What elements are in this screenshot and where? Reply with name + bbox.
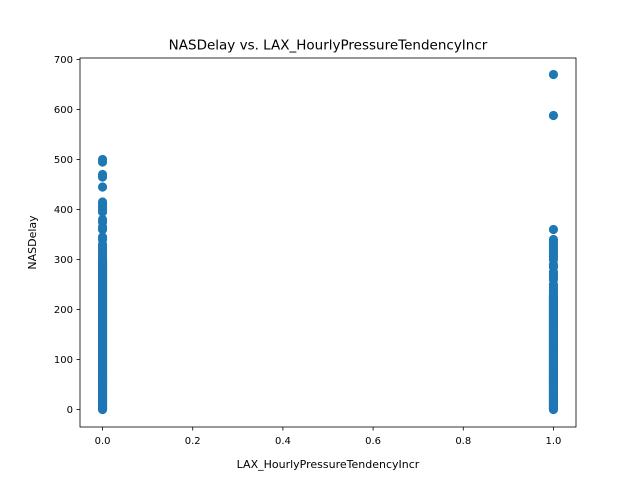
- y-tick-label: 0: [67, 405, 73, 416]
- scatter-point: [97, 154, 108, 165]
- scatter-point: [97, 232, 108, 242]
- x-axis-label: LAX_HourlyPressureTendencyIncr: [237, 458, 420, 471]
- x-tick-label: 0.0: [95, 436, 111, 447]
- x-tick-label: 0.6: [365, 436, 381, 447]
- y-axis: 0 100 200 300 400 500 600 700: [54, 55, 80, 416]
- x-tick-label: 0.2: [185, 436, 201, 447]
- y-axis-label: NASDelay: [26, 215, 39, 270]
- y-tick-label: 700: [54, 55, 73, 66]
- y-tick-label: 200: [54, 305, 73, 316]
- plot-area-frame: [79, 57, 577, 428]
- y-tick-label: 500: [54, 155, 73, 166]
- scatter-point: [97, 214, 108, 225]
- scatter-point: [548, 224, 559, 235]
- scatter-point: [548, 110, 559, 121]
- scatter-point: [548, 234, 559, 245]
- y-tick-label: 600: [54, 105, 73, 116]
- y-tick-label: 400: [54, 205, 73, 216]
- y-tick-label: 100: [54, 355, 73, 366]
- x-tick-label: 0.8: [455, 436, 471, 447]
- scatter-point: [97, 197, 108, 207]
- x-tick-label: 1.0: [546, 436, 562, 447]
- scatter-point: [548, 69, 559, 80]
- scatter-point: [97, 169, 108, 180]
- x-axis: 0.0 0.2 0.4 0.6 0.8 1.0: [95, 427, 562, 447]
- x-tick-label: 0.4: [275, 436, 291, 447]
- scatter-point: [97, 182, 108, 192]
- y-tick-label: 300: [54, 255, 73, 266]
- data-points: [97, 69, 559, 415]
- chart-title: NASDelay vs. LAX_HourlyPressureTendencyI…: [169, 38, 488, 54]
